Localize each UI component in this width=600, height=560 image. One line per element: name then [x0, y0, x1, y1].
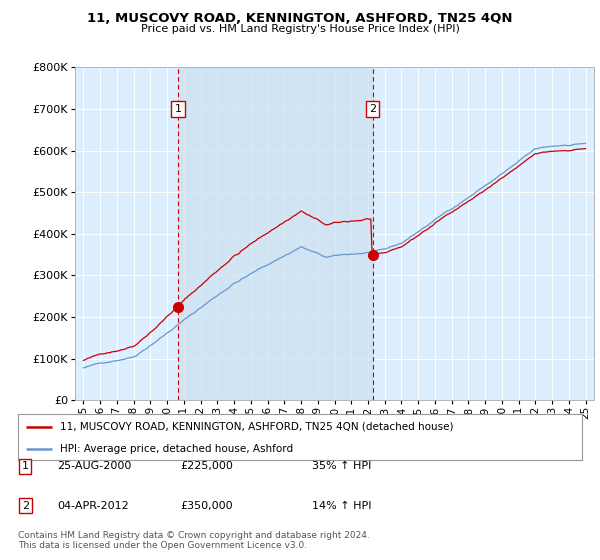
Text: 11, MUSCOVY ROAD, KENNINGTON, ASHFORD, TN25 4QN: 11, MUSCOVY ROAD, KENNINGTON, ASHFORD, T…	[87, 12, 513, 25]
Text: 35% ↑ HPI: 35% ↑ HPI	[312, 461, 371, 472]
Text: £350,000: £350,000	[180, 501, 233, 511]
Text: Price paid vs. HM Land Registry's House Price Index (HPI): Price paid vs. HM Land Registry's House …	[140, 24, 460, 34]
Text: 11, MUSCOVY ROAD, KENNINGTON, ASHFORD, TN25 4QN (detached house): 11, MUSCOVY ROAD, KENNINGTON, ASHFORD, T…	[60, 422, 454, 432]
Text: Contains HM Land Registry data © Crown copyright and database right 2024.
This d: Contains HM Land Registry data © Crown c…	[18, 531, 370, 550]
Text: 04-APR-2012: 04-APR-2012	[57, 501, 129, 511]
Text: 2: 2	[22, 501, 29, 511]
Text: £225,000: £225,000	[180, 461, 233, 472]
Text: 1: 1	[175, 104, 181, 114]
Text: 14% ↑ HPI: 14% ↑ HPI	[312, 501, 371, 511]
Text: 1: 1	[22, 461, 29, 472]
Text: 25-AUG-2000: 25-AUG-2000	[57, 461, 131, 472]
Text: 2: 2	[369, 104, 376, 114]
Bar	[178, 67, 373, 400]
Text: HPI: Average price, detached house, Ashford: HPI: Average price, detached house, Ashf…	[60, 444, 293, 454]
